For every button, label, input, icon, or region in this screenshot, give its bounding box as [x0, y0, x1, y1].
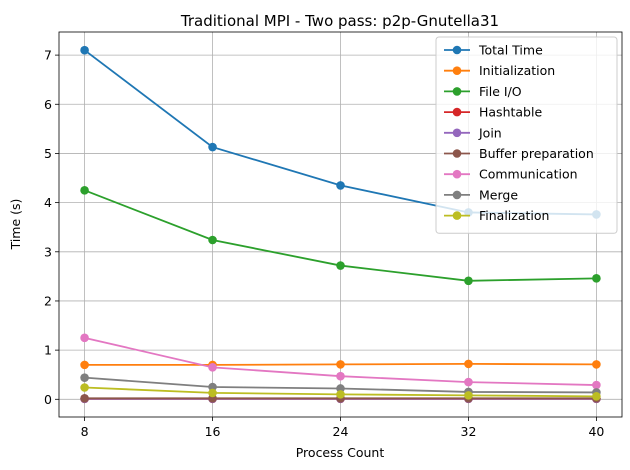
x-tick-label: 40	[588, 424, 604, 439]
data-point	[80, 394, 89, 403]
y-tick-label: 2	[44, 293, 52, 308]
legend-item: Finalization	[444, 208, 549, 223]
legend: Total Time Initialization File I/O Hashtabl…	[435, 36, 618, 234]
data-point	[336, 371, 345, 381]
legend-swatch-marker	[452, 190, 462, 200]
data-point	[80, 45, 89, 55]
data-point	[464, 276, 473, 286]
data-point	[592, 274, 601, 283]
legend-label: Hashtable	[479, 105, 542, 120]
legend-swatch-marker	[452, 66, 462, 75]
legend-swatch-marker	[452, 87, 462, 96]
legend-item: Total Time	[444, 43, 543, 58]
legend-item: Communication	[444, 167, 578, 182]
data-point	[80, 383, 89, 392]
y-tick-label: 1	[44, 343, 52, 358]
legend-swatch-marker	[452, 211, 462, 220]
legend-swatch-marker	[452, 169, 462, 179]
x-tick-label: 32	[461, 424, 477, 439]
y-tick-label: 3	[44, 244, 52, 259]
data-point	[80, 333, 89, 343]
y-tick-label: 4	[44, 195, 52, 210]
y-tick-label: 0	[44, 392, 52, 407]
data-point	[592, 360, 601, 369]
legend-item: Hashtable	[444, 105, 542, 120]
data-point	[592, 392, 601, 401]
data-point	[464, 359, 473, 369]
legend-label: Merge	[479, 187, 518, 202]
data-point	[336, 360, 345, 369]
series-finalization	[80, 383, 601, 401]
data-point	[592, 380, 601, 390]
chart-title: Traditional MPI - Two pass: p2p-Gnutella…	[180, 12, 499, 30]
legend-box	[435, 36, 618, 234]
y-tick-label: 5	[44, 146, 52, 161]
legend-swatch-marker	[452, 107, 462, 117]
y-tick-label: 7	[44, 48, 52, 63]
data-point	[208, 388, 217, 398]
y-axis-ticks: 0 1 2 3 4 5 6 7	[44, 48, 59, 407]
data-point	[336, 384, 345, 393]
data-point	[80, 360, 89, 370]
data-point	[208, 235, 217, 245]
legend-item: File I/O	[444, 84, 522, 99]
y-axis-label: Time (s)	[8, 199, 23, 251]
legend-swatch-marker	[452, 149, 462, 158]
series-file-i-o	[80, 186, 601, 286]
x-axis-ticks: 8 16 24 32 40	[81, 417, 604, 439]
legend-label: Total Time	[478, 43, 543, 58]
data-point	[336, 390, 345, 399]
series-communication	[80, 333, 601, 390]
legend-item: Buffer preparation	[444, 146, 594, 161]
legend-label: Finalization	[479, 208, 549, 223]
data-point	[80, 186, 89, 195]
legend-item: Initialization	[444, 63, 555, 78]
x-tick-label: 8	[81, 424, 89, 439]
legend-label: File I/O	[479, 84, 522, 99]
data-point	[208, 363, 217, 372]
x-tick-label: 16	[205, 424, 221, 439]
legend-item: Merge	[444, 187, 518, 202]
legend-swatch-marker	[452, 45, 462, 55]
data-point	[464, 377, 473, 387]
data-point	[208, 142, 217, 152]
legend-label: Buffer preparation	[479, 146, 594, 161]
legend-swatch-marker	[452, 128, 462, 138]
data-point	[336, 181, 345, 190]
x-axis-label: Process Count	[296, 445, 385, 460]
y-tick-label: 6	[44, 97, 52, 112]
data-point	[336, 261, 345, 270]
data-point	[208, 382, 217, 392]
data-point	[464, 391, 473, 400]
x-tick-label: 24	[333, 424, 349, 439]
data-point	[80, 373, 89, 382]
legend-item: Join	[444, 125, 502, 140]
legend-label: Join	[478, 125, 502, 140]
legend-label: Communication	[479, 167, 578, 182]
legend-label: Initialization	[479, 63, 555, 78]
